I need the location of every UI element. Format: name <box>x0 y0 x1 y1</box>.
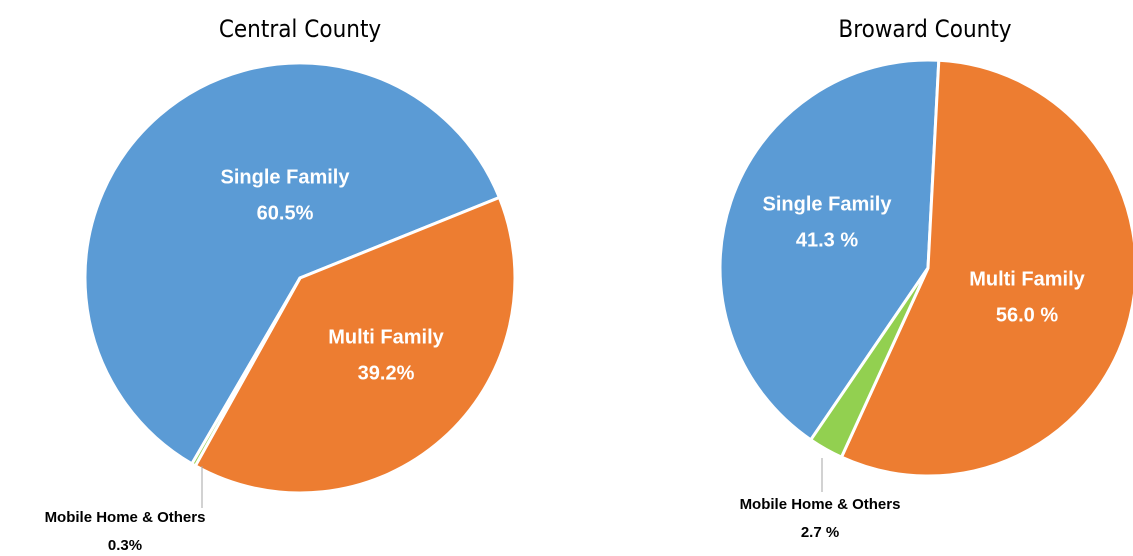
slice-value: 41.3 % <box>796 229 858 251</box>
slice-label: Single Family <box>763 193 893 215</box>
slice-label: Mobile Home & Others <box>740 496 901 513</box>
pie-slice <box>83 61 502 466</box>
pie-slice <box>808 267 930 460</box>
pie-slice <box>193 195 517 495</box>
chart-title: Broward County <box>838 15 1011 43</box>
pie-slice <box>839 58 1133 478</box>
slice-label: Multi Family <box>969 268 1085 290</box>
slice-label: Multi Family <box>328 326 444 348</box>
chart-title: Central County <box>219 15 382 43</box>
slice-value: 60.5% <box>257 202 314 224</box>
slice-label: Single Family <box>221 166 351 188</box>
slice-value: 0.3% <box>108 537 142 554</box>
pie-slice <box>189 277 302 468</box>
slice-value: 39.2% <box>358 362 415 384</box>
slice-value: 2.7 % <box>801 524 839 541</box>
slice-label: Mobile Home & Others <box>45 509 206 526</box>
slice-value: 56.0 % <box>996 304 1058 326</box>
pie-slice <box>718 58 941 442</box>
